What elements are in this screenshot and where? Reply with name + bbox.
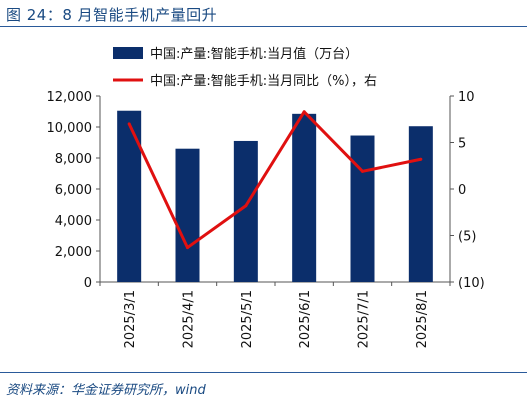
- bar: [117, 110, 142, 282]
- bar: [408, 126, 433, 282]
- line-point: [302, 110, 306, 114]
- y-right-tick-label: 0: [458, 183, 466, 198]
- line-point: [244, 204, 248, 208]
- y-left-tick-label: 0: [84, 276, 92, 291]
- bar: [233, 140, 258, 282]
- bar: [292, 113, 317, 282]
- x-tick-label: 2025/8/1: [415, 290, 430, 348]
- x-tick-label: 2025/5/1: [240, 290, 255, 348]
- line-point: [419, 157, 423, 161]
- y-left-tick-label: 4,000: [55, 214, 92, 229]
- source-note: 资料来源：华金证券研究所，wind: [6, 383, 206, 398]
- line-series: [127, 110, 423, 250]
- line-point: [127, 122, 131, 126]
- title-rule: [0, 26, 527, 27]
- bar: [350, 135, 375, 282]
- yoy-line: [127, 110, 422, 250]
- x-tick-label: 2025/3/1: [123, 290, 138, 348]
- y-left-tick-label: 12,000: [47, 90, 93, 105]
- legend-line-label: 中国:产量:智能手机:当月同比（%），右: [150, 74, 377, 89]
- figure-title: 图 24：8 月智能手机产量回升: [6, 6, 218, 24]
- y-right-tick-label: 10: [458, 90, 475, 105]
- y-right-tick-label: 5: [458, 137, 466, 152]
- y-left-tick-label: 8,000: [55, 152, 92, 167]
- x-tick-label: 2025/6/1: [298, 290, 313, 348]
- source-rule: [0, 372, 527, 373]
- y-right-tick-label: (10): [458, 276, 485, 291]
- legend: 中国:产量:智能手机:当月值（万台） 中国:产量:智能手机:当月同比（%），右: [113, 46, 377, 89]
- line-point: [186, 246, 189, 250]
- x-tick-label: 2025/4/1: [182, 290, 197, 348]
- y-left-tick-label: 6,000: [55, 183, 92, 198]
- bar: [175, 148, 200, 282]
- legend-bar-label: 中国:产量:智能手机:当月值（万台）: [150, 46, 358, 62]
- x-tick-label: 2025/7/1: [357, 290, 372, 348]
- bar-series: [117, 110, 433, 282]
- y-right-tick-label: (5): [458, 230, 476, 245]
- y-left-tick-label: 10,000: [47, 121, 93, 136]
- line-point: [361, 169, 364, 173]
- y-left-tick-label: 2,000: [55, 245, 92, 260]
- axes: 0 2,000 4,000 6,000 8,000 10,000 12,000 (10) (5)…: [47, 90, 485, 291]
- x-tick-labels: 2025/3/1 2025/4/1 2025/5/1 2025/6/1 2025/7/1…: [123, 290, 430, 348]
- legend-bar-swatch: [113, 47, 143, 59]
